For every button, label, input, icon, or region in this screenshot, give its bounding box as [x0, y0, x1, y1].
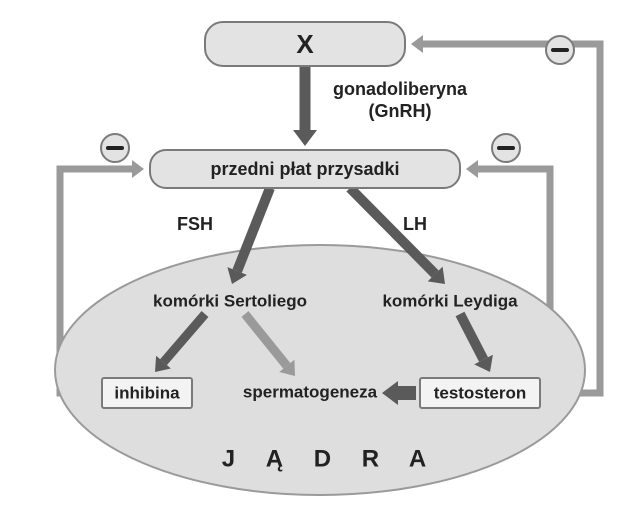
pituitary-label: przedni płat przysadki	[210, 159, 399, 179]
sertoli-label: komórki Sertoliego	[153, 291, 307, 310]
minus-marker-1	[101, 134, 129, 162]
spermato-label: spermatogeneza	[243, 382, 378, 401]
gnrh-label-1: gonadoliberyna	[333, 79, 468, 99]
lh-label: LH	[403, 214, 427, 234]
inhibin-label: inhibina	[114, 383, 180, 402]
fsh-label: FSH	[177, 214, 213, 234]
leydig-label: komórki Leydiga	[382, 291, 518, 310]
minus-marker-2	[492, 134, 520, 162]
testo-label: testosteron	[434, 383, 527, 402]
x-label: X	[296, 29, 314, 59]
gonad-label: J Ą D R A	[222, 445, 438, 472]
minus-marker-0	[546, 36, 574, 64]
gnrh-label-2: (GnRH)	[369, 101, 432, 121]
